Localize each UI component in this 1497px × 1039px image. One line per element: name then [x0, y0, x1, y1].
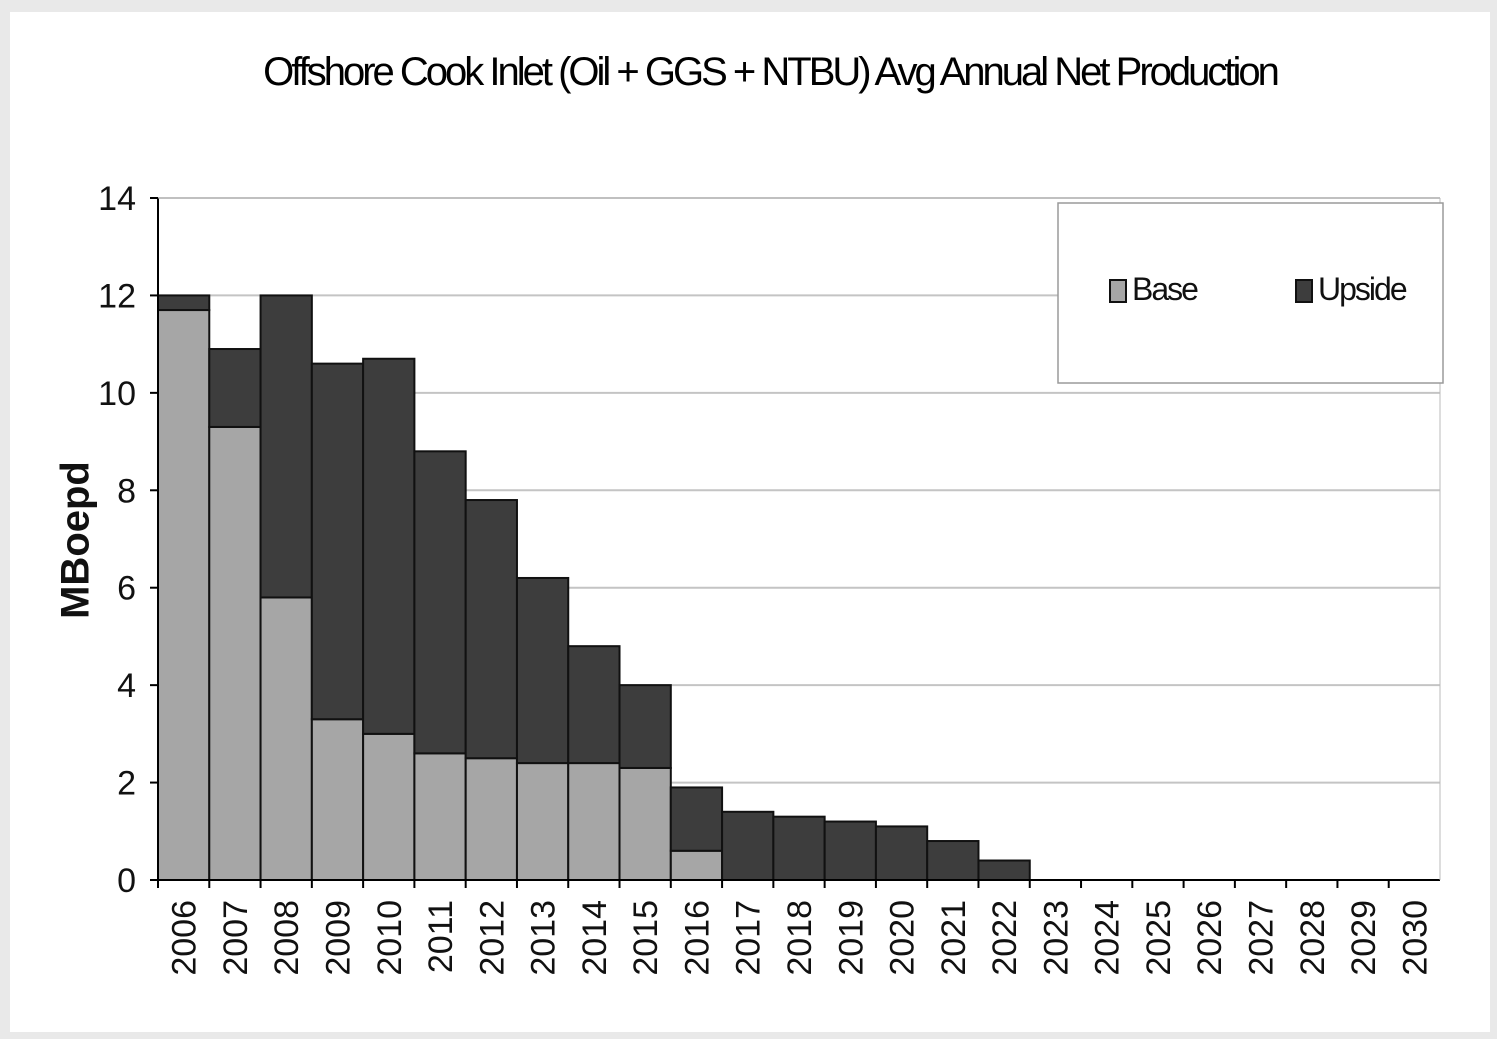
x-tick-label: 2021 — [935, 900, 973, 976]
bar-base-2007 — [208, 425, 262, 881]
x-tick-label: 2017 — [730, 900, 768, 976]
bar-base-2008 — [259, 596, 313, 881]
legend-label-upside: Upside — [1318, 271, 1407, 307]
x-tick-label: 2009 — [319, 900, 357, 976]
x-tick-label: 2026 — [1191, 900, 1229, 976]
bar-upside-2010 — [362, 357, 416, 735]
bar-base-2012 — [464, 757, 518, 882]
y-tick-label: 2 — [117, 765, 136, 803]
legend-label-base: Base — [1132, 271, 1198, 307]
bar-base-2013 — [515, 762, 570, 881]
y-tick-label: 8 — [117, 472, 136, 510]
x-tick-label: 2007 — [217, 900, 255, 976]
bar-upside-2022 — [977, 859, 1031, 881]
x-tick-label: 2008 — [268, 900, 306, 976]
x-tick-label: 2028 — [1294, 900, 1332, 976]
x-tick-label: 2019 — [832, 900, 870, 976]
bar-base-2006 — [157, 309, 211, 881]
x-tick-label: 2013 — [525, 900, 563, 976]
bar-base-2009 — [310, 718, 365, 881]
bar-base-2010 — [362, 732, 416, 881]
x-tick-label: 2006 — [166, 900, 204, 976]
y-tick-label: 10 — [98, 375, 136, 413]
y-tick-label: 4 — [117, 667, 136, 705]
bar-upside-2014 — [567, 645, 621, 765]
y-tick-label: 0 — [117, 862, 136, 900]
x-tick-label: 2011 — [422, 900, 460, 973]
x-tick-label: 2023 — [1037, 900, 1075, 976]
bar-upside-2016 — [669, 786, 724, 852]
x-tick-label: 2025 — [1140, 900, 1178, 976]
bar-upside-2008 — [259, 294, 313, 599]
x-tick-label: 2012 — [473, 900, 511, 976]
bar-base-2016 — [669, 849, 724, 881]
bar-upside-2019 — [823, 820, 877, 881]
x-tick-label: 2022 — [986, 900, 1024, 976]
legend-swatch-base — [1109, 279, 1127, 303]
x-tick-label: 2014 — [576, 900, 614, 976]
bar-upside-2011 — [413, 450, 467, 755]
x-tick-label: 2020 — [884, 900, 922, 976]
bars — [157, 294, 1031, 882]
x-tick-label: 2016 — [678, 900, 716, 976]
bar-base-2015 — [618, 766, 672, 882]
legend-swatch-upside — [1295, 279, 1313, 303]
x-tick-label: 2018 — [781, 900, 819, 976]
y-tick-labels: 0 2 4 6 8 10 12 14 — [98, 180, 136, 900]
bar-base-2014 — [567, 762, 621, 881]
legend: Base Upside — [1057, 202, 1444, 384]
bar-upside-2009 — [310, 362, 365, 721]
bar-upside-2015 — [618, 684, 672, 769]
bar-upside-2007 — [208, 348, 262, 428]
x-tick-label: 2030 — [1396, 900, 1434, 976]
axes — [150, 197, 1441, 888]
bar-upside-2021 — [926, 840, 980, 881]
x-tick-label: 2027 — [1243, 900, 1281, 976]
y-tick-label: 12 — [98, 277, 136, 315]
x-tick-label: 2015 — [627, 900, 665, 976]
bar-upside-2013 — [515, 576, 570, 765]
x-tick-labels: 2006 2007 2008 2009 2010 2011 2012 2013 2014 2015… — [166, 900, 1435, 976]
bar-upside-2006 — [157, 294, 211, 312]
bar-upside-2020 — [874, 825, 929, 882]
x-tick-label: 2029 — [1345, 900, 1383, 976]
x-tick-label: 2024 — [1089, 900, 1127, 976]
bar-upside-2018 — [772, 815, 826, 882]
chart-title: Offshore Cook Inlet (Oil + GGS + NTBU) A… — [263, 50, 1280, 94]
y-tick-label: 6 — [117, 570, 136, 608]
bar-base-2011 — [413, 752, 467, 881]
x-tick-label: 2010 — [371, 900, 409, 976]
y-tick-label: 14 — [98, 180, 136, 218]
bar-upside-2017 — [721, 810, 775, 881]
bar-upside-2012 — [464, 499, 518, 760]
